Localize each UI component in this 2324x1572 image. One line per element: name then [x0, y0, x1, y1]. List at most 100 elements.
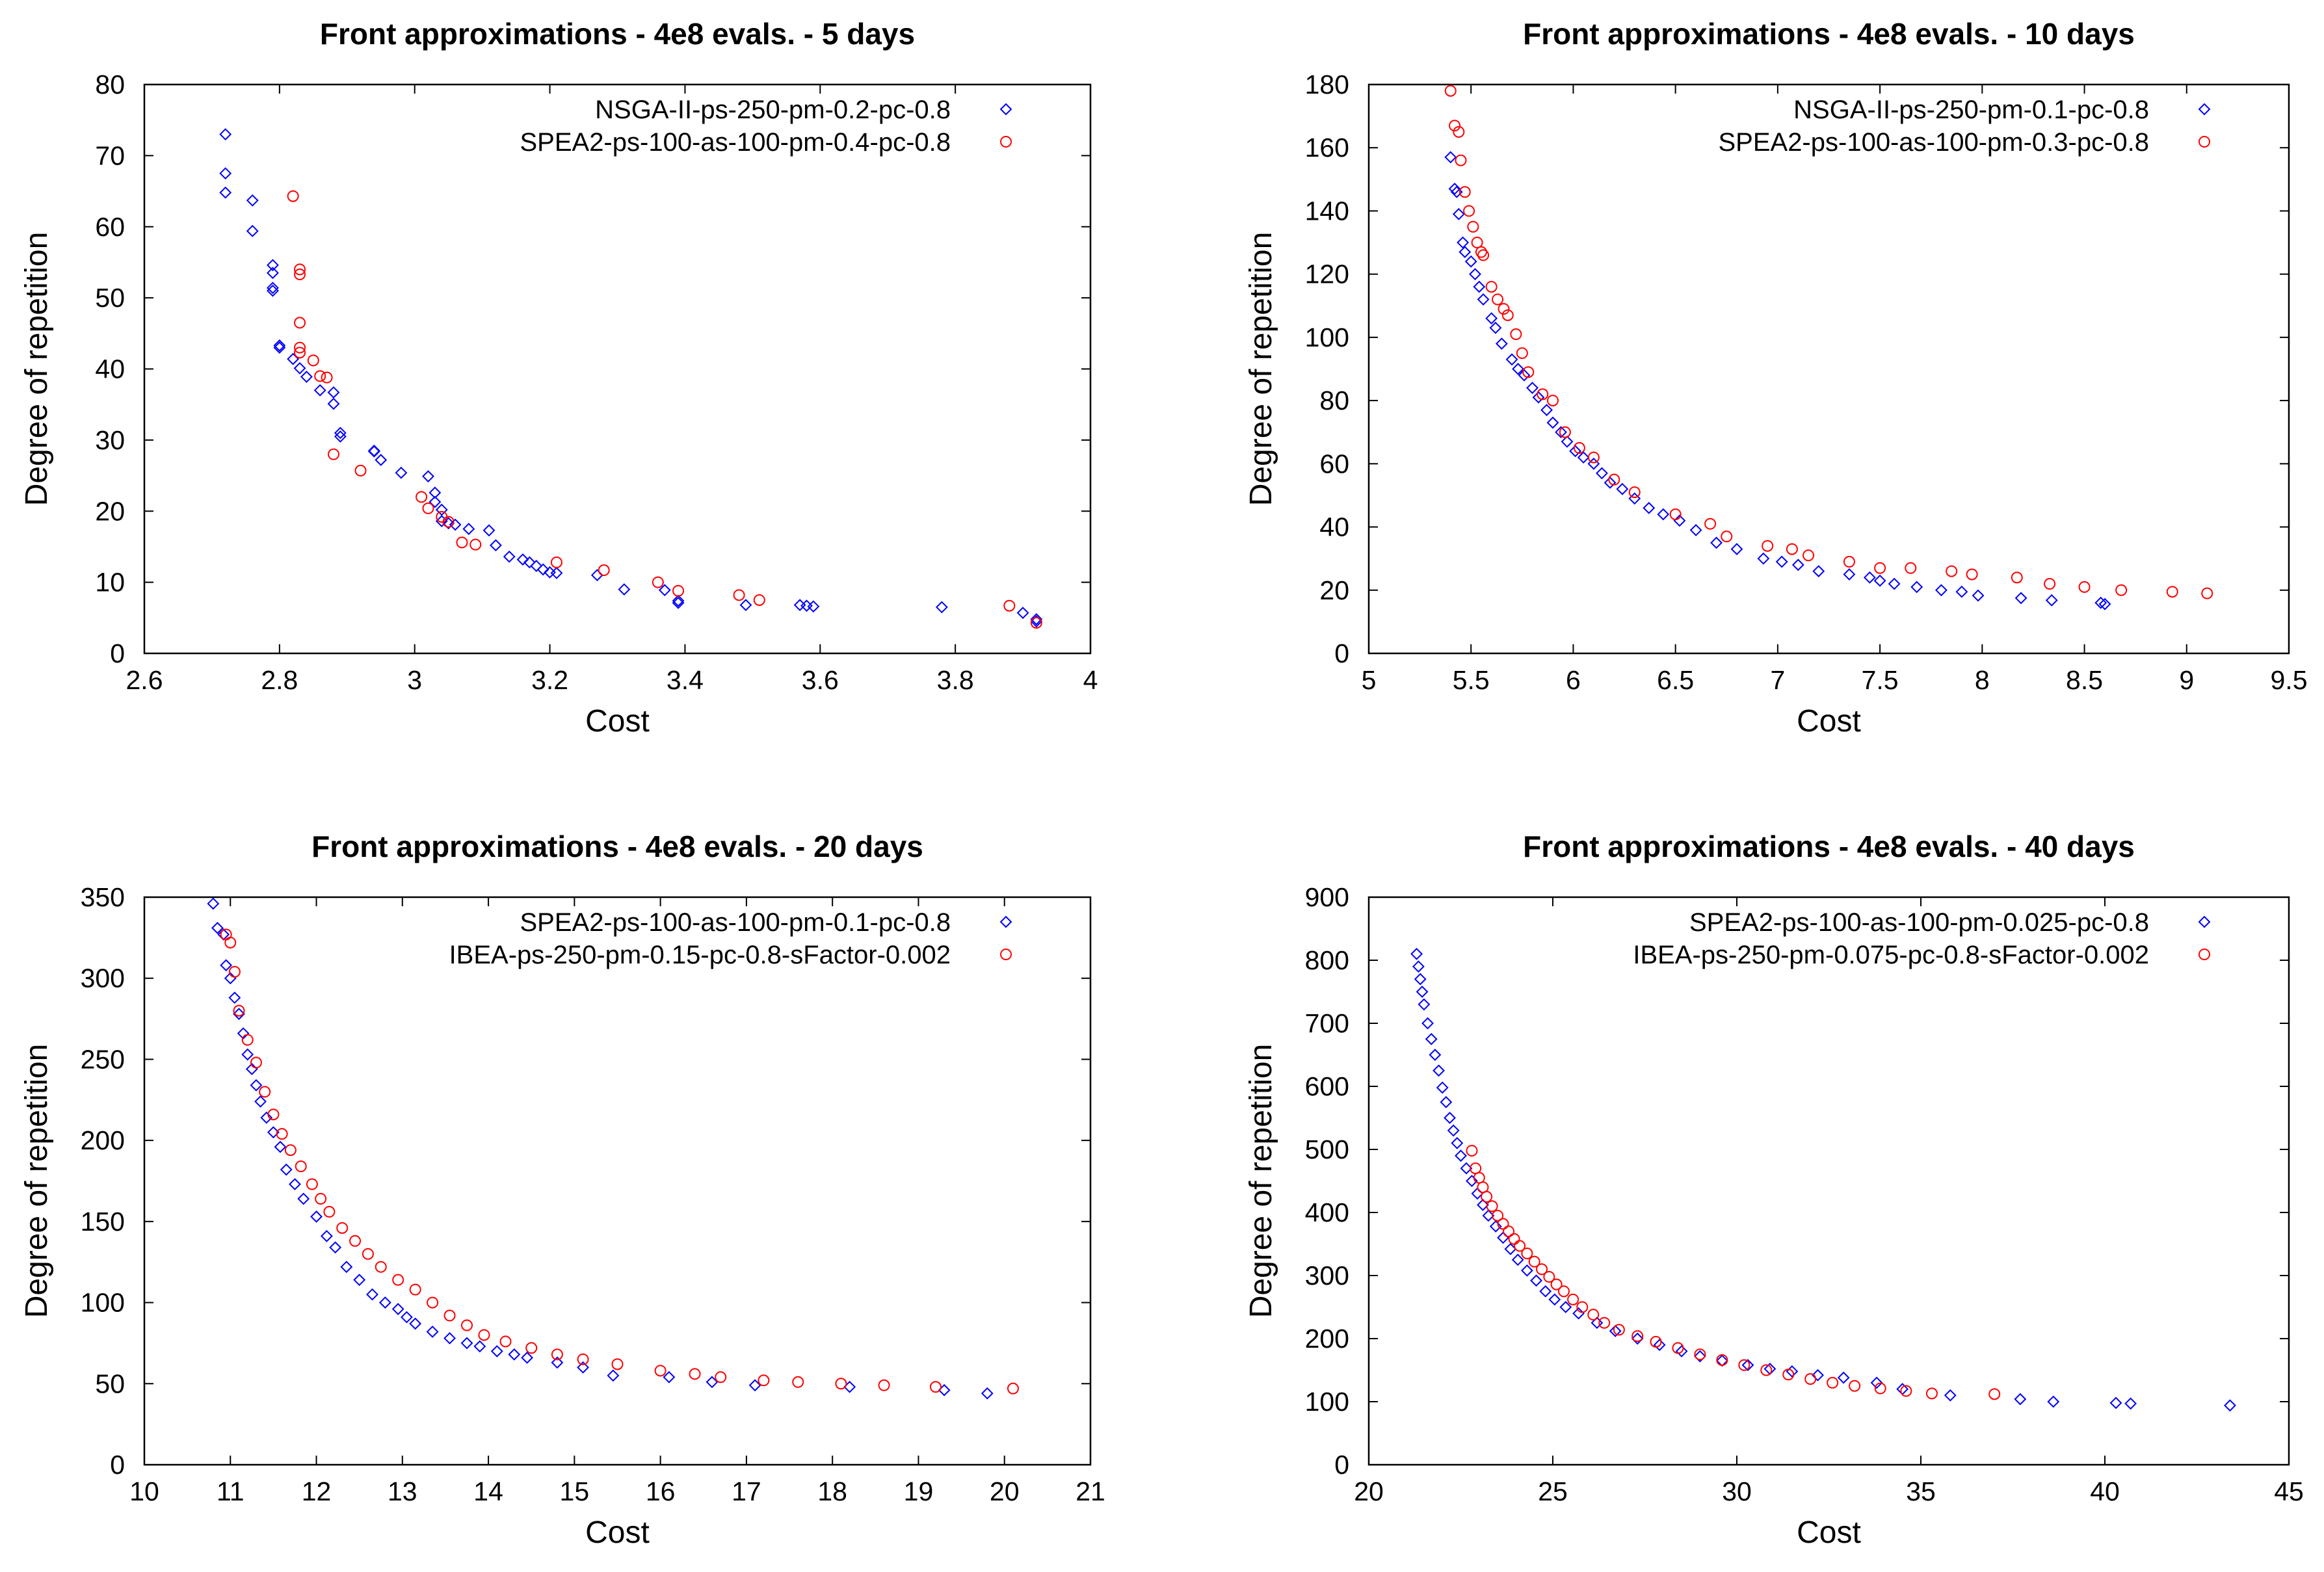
y-tick-label: 40 [1319, 512, 1349, 542]
data-point [1429, 1049, 1442, 1061]
data-point [300, 371, 313, 383]
y-tick-label: 600 [1305, 1071, 1349, 1101]
data-point [460, 1337, 473, 1350]
data-point [207, 897, 220, 910]
data-point [1944, 1389, 1957, 1402]
data-point [1492, 1209, 1504, 1222]
data-point [375, 1261, 387, 1273]
data-point [1448, 183, 1461, 195]
data-point [1672, 1342, 1684, 1354]
plot-frame [143, 896, 1092, 1466]
legend: NSGA-II-ps-250-pm-0.1-pc-0.8 SPEA2-ps-100… [1718, 96, 2211, 157]
data-point [2014, 592, 2027, 605]
data-point [499, 1335, 512, 1348]
x-axis-label: Cost [585, 704, 650, 739]
y-tick-label: 200 [81, 1125, 125, 1155]
data-point [1469, 268, 1481, 281]
data-point [327, 397, 340, 410]
x-tick-label: 2.6 [126, 665, 163, 695]
x-tick-label: 3.8 [937, 665, 974, 695]
legend-label: SPEA2-ps-100-as-100-pm-0.3-pc-0.8 [1718, 128, 2149, 157]
chart-panel-2: Front approximations - 4e8 evals. - 10 d… [1244, 17, 2308, 739]
data-point [294, 269, 306, 281]
data-point [1966, 568, 1978, 581]
data-point [219, 186, 232, 199]
data-point [1598, 1317, 1611, 1329]
data-point [1459, 246, 1472, 259]
legend-marker [999, 103, 1012, 116]
data-point [835, 1378, 847, 1390]
data-point [228, 991, 241, 1004]
data-point [1716, 1354, 1728, 1366]
data-point [211, 921, 224, 934]
data-point [1550, 1278, 1563, 1290]
data-point [758, 1374, 770, 1387]
data-point [1988, 1388, 2001, 1400]
data-point [1503, 1225, 1515, 1238]
data-point [1486, 1200, 1498, 1212]
chart-panel-1: Front approximations - 4e8 evals. - 5 da… [20, 17, 1098, 739]
data-point [427, 1296, 439, 1309]
data-point [267, 1126, 280, 1139]
data-point [607, 1369, 620, 1382]
data-point [1946, 565, 1958, 577]
y-tick-label: 400 [1305, 1198, 1349, 1227]
data-point [241, 1048, 254, 1061]
data-point [220, 928, 232, 941]
legend-label: SPEA2-ps-100-as-100-pm-0.025-pc-0.8 [1689, 908, 2149, 937]
data-point [1536, 1263, 1548, 1276]
data-point [733, 589, 745, 601]
data-point [1616, 482, 1629, 495]
data-point [293, 361, 306, 374]
x-tick-label: 3.4 [667, 665, 704, 695]
data-point [1512, 363, 1524, 375]
y-tick-label: 70 [95, 140, 125, 170]
data-point [375, 454, 388, 466]
data-point [334, 426, 347, 439]
data-point [1436, 1081, 1449, 1094]
y-tick-label: 120 [1305, 259, 1349, 289]
data-point [1520, 1264, 1533, 1277]
data-point [323, 1205, 336, 1218]
x-tick-label: 6 [1566, 665, 1581, 695]
data-point [1526, 382, 1538, 395]
data-point [1843, 568, 1856, 581]
data-point [219, 167, 232, 180]
data-point [1466, 1175, 1478, 1187]
data-point [354, 464, 367, 477]
data-point [1444, 85, 1457, 97]
data-point [241, 1034, 254, 1046]
data-point [1518, 369, 1531, 382]
data-point [1440, 1095, 1453, 1108]
x-tick-label: 20 [1354, 1476, 1384, 1506]
data-point [294, 263, 306, 276]
data-point [1576, 1301, 1589, 1313]
data-point [259, 1086, 271, 1098]
x-tick-label: 9 [2179, 665, 2194, 695]
data-point [306, 1178, 318, 1190]
data-point [2094, 596, 2107, 609]
data-point [473, 1340, 486, 1353]
data-point [590, 569, 603, 582]
y-tick-label: 0 [110, 638, 125, 668]
y-tick-label: 350 [81, 882, 125, 912]
data-point [1559, 426, 1571, 438]
data-point [1489, 321, 1502, 334]
x-tick-label: 45 [2274, 1476, 2304, 1506]
y-tick-label: 0 [110, 1450, 125, 1480]
data-point [321, 371, 333, 384]
x-tick-label: 30 [1722, 1476, 1752, 1506]
data-point [294, 341, 306, 354]
y-tick-label: 180 [1305, 70, 1349, 99]
x-tick-label: 8 [1975, 665, 1990, 695]
y-tick-label: 0 [1334, 638, 1349, 668]
data-point [340, 1261, 353, 1274]
data-point [250, 1079, 263, 1092]
plot-frame [1367, 83, 2290, 655]
data-point [525, 1342, 538, 1354]
x-tick-label: 25 [1538, 1476, 1568, 1506]
y-tick-label: 10 [95, 568, 125, 597]
data-point [395, 466, 408, 479]
legend-label: IBEA-ps-250-pm-0.075-pc-0.8-sFactor-0.00… [1633, 941, 2149, 969]
data-point [503, 550, 516, 563]
